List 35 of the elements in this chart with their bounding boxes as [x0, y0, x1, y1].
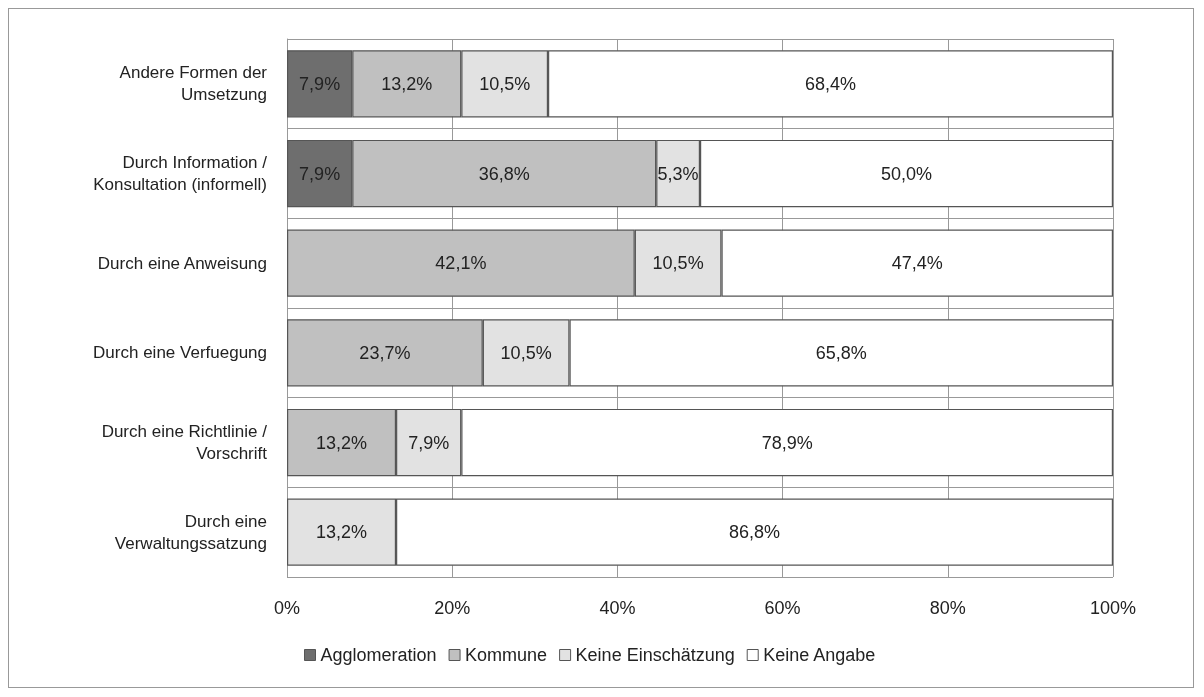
data-label: 47,4% — [891, 253, 943, 274]
data-label: 13,2% — [381, 73, 433, 94]
x-tick-label: 40% — [599, 598, 636, 618]
y-tick-label: Durch eine Anweisung — [97, 253, 267, 273]
x-tick-label: 100% — [1089, 598, 1137, 618]
data-label: 68,4% — [804, 73, 857, 94]
data-label: 5,3% — [657, 163, 699, 184]
data-label: 86,8% — [728, 522, 781, 543]
data-label: 13,2% — [315, 432, 368, 453]
legend-label: Keine Angabe — [763, 645, 876, 665]
data-label: 10,5% — [652, 253, 704, 274]
y-tick-label: Durch eine Richtlinie / Vorschrift — [101, 422, 268, 463]
data-label: 36,8% — [478, 163, 530, 184]
y-tick-label: Durch eine Verwaltungssatzung — [114, 511, 267, 553]
data-label: 42,1% — [435, 253, 487, 274]
x-tick-label: 60% — [764, 598, 801, 618]
data-label: 7,9% — [408, 432, 450, 453]
x-tick-label: 0% — [273, 598, 301, 618]
data-label: 13,2% — [315, 522, 368, 543]
legend-label: Kommune — [465, 645, 548, 665]
data-label: 10,5% — [500, 342, 552, 363]
x-tick-label: 20% — [434, 598, 471, 618]
data-label: 10,5% — [479, 73, 531, 94]
data-label: 23,7% — [359, 342, 411, 363]
data-label: 50,0% — [880, 163, 933, 184]
x-tick-label: 80% — [929, 598, 966, 618]
data-label: 7,9% — [299, 163, 341, 184]
data-label: 7,9% — [299, 73, 341, 94]
y-tick-label: Andere Formen der Umsetzung — [119, 63, 268, 105]
data-label: 65,8% — [815, 342, 867, 363]
y-tick-label: Durch Information / Konsultation (informell) — [93, 153, 268, 194]
legend-label: Keine Einschätzung — [575, 645, 735, 665]
data-label: 78,9% — [761, 432, 813, 453]
y-tick-label: Durch eine Verfuegung — [93, 343, 267, 363]
legend-label: Agglomeration — [320, 645, 437, 665]
